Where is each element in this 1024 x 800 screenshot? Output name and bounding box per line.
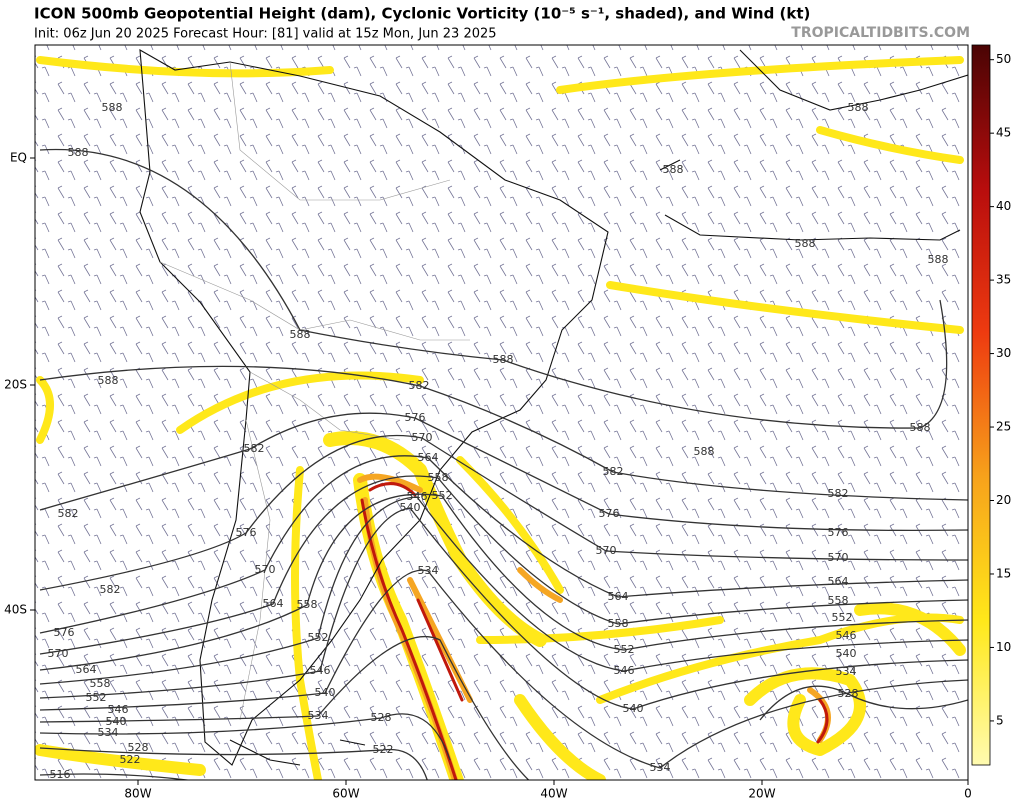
contour-label: 516 [50, 768, 71, 781]
contour-label: 552 [432, 489, 453, 502]
contour-label: 564 [418, 451, 439, 464]
colorbar-tick-label: 25 [996, 420, 1011, 434]
contour-label: 564 [76, 663, 97, 676]
contour-label: 558 [608, 617, 629, 630]
contour-label: 558 [428, 471, 449, 484]
contour-label: 570 [48, 647, 69, 660]
contour-label: 534 [836, 665, 857, 678]
contour-label: 546 [836, 629, 857, 642]
contour-label: 522 [120, 753, 141, 766]
contour-label: 540 [400, 501, 421, 514]
contour-label: 570 [596, 544, 617, 557]
contour-label: 534 [308, 709, 329, 722]
contour-label: 552 [308, 631, 329, 644]
colorbar-tick-label: 10 [996, 640, 1011, 654]
contour-label: 564 [608, 590, 629, 603]
colorbar [971, 44, 991, 766]
contour-label: 540 [106, 715, 127, 728]
contour-label: 582 [244, 442, 265, 455]
contour-label: 570 [255, 563, 276, 576]
contour-label: 558 [90, 677, 111, 690]
coastlines [139, 49, 968, 766]
colorbar-tick-label: 40 [996, 199, 1011, 213]
lon-label: 0 [964, 787, 972, 800]
contour-label: 588 [928, 253, 949, 266]
contour-label: 570 [828, 551, 849, 564]
colorbar-tick-label: 5 [996, 713, 1004, 727]
lon-label: 60W [332, 787, 359, 800]
contour-label: 582 [828, 487, 849, 500]
lat-label: EQ [10, 151, 27, 165]
contour-label: 588 [102, 101, 123, 114]
contour-label: 546 [108, 703, 129, 716]
contour-label: 552 [832, 611, 853, 624]
borders [159, 61, 470, 721]
map-area: 588 588 588 588 588 588 588 588 588 588 588 582 582 5… [35, 45, 968, 781]
colorbar-tick-label: 15 [996, 566, 1011, 580]
vorticity-shading [35, 56, 966, 780]
contour-label: 558 [297, 598, 318, 611]
lon-label: 40W [540, 787, 567, 800]
colorbar-tick-label: 35 [996, 273, 1011, 287]
contour-label: 534 [98, 726, 119, 739]
colorbar-tick-label: 20 [996, 493, 1011, 507]
contour-label: 588 [848, 101, 869, 114]
subtitle: Init: 06z Jun 20 2025 Forecast Hour: [81… [34, 27, 497, 42]
contour-label: 588 [290, 328, 311, 341]
contour-label: 552 [614, 643, 635, 656]
contour-label: 570 [412, 431, 433, 444]
lon-label: 20W [748, 787, 775, 800]
contour-label: 588 [493, 353, 514, 366]
lon-label: 80W [124, 787, 151, 800]
contour-label: 588 [910, 421, 931, 434]
contour-label: 528 [128, 741, 149, 754]
contour-label: 588 [98, 374, 119, 387]
axis-labels: EQ 20S 40S 80W 60W 40W 20W 0 [4, 151, 972, 800]
contour-label: 546 [310, 664, 331, 677]
contour-label: 576 [236, 526, 257, 539]
contour-label: 588 [694, 445, 715, 458]
colorbar-tick-label: 45 [996, 126, 1011, 140]
map-frame [34, 44, 969, 781]
colorbar-tick-label: 50 [996, 52, 1011, 66]
contour-label: 540 [315, 686, 336, 699]
contour-label: 528 [838, 687, 859, 700]
lat-label: 20S [4, 378, 27, 392]
height-contours [39, 148, 968, 780]
contour-label: 576 [54, 626, 75, 639]
contour-label: 576 [405, 411, 426, 424]
contour-label: 576 [599, 507, 620, 520]
contour-label: 588 [795, 237, 816, 250]
contour-label: 552 [86, 691, 107, 704]
contour-label: 522 [373, 743, 394, 756]
contour-label: 534 [650, 761, 671, 774]
contour-label: 582 [100, 583, 121, 596]
contour-label: 588 [68, 146, 89, 159]
contour-label: 540 [623, 702, 644, 715]
contour-label: 546 [614, 664, 635, 677]
contour-label: 564 [828, 575, 849, 588]
lat-label: 40S [4, 603, 27, 617]
watermark: TROPICALTIDBITS.COM [791, 25, 970, 41]
contour-label: 546 [407, 490, 428, 503]
contour-label: 582 [58, 507, 79, 520]
contour-label: 558 [828, 594, 849, 607]
colorbar-ticks: 5 10 15 20 25 30 35 40 45 50 [990, 52, 1011, 727]
contour-label: 588 [663, 163, 684, 176]
contour-label: 540 [836, 647, 857, 660]
contour-label: 582 [409, 379, 430, 392]
title: ICON 500mb Geopotential Height (dam), Cy… [34, 5, 810, 23]
colorbar-tick-label: 30 [996, 346, 1011, 360]
contour-label: 534 [418, 564, 439, 577]
contour-label: 528 [371, 711, 392, 724]
contour-label: 582 [603, 465, 624, 478]
contour-label: 564 [263, 597, 284, 610]
contour-labels: 588 588 588 588 588 588 588 588 588 588 588 582 582 5… [48, 101, 949, 781]
contour-label: 576 [828, 526, 849, 539]
